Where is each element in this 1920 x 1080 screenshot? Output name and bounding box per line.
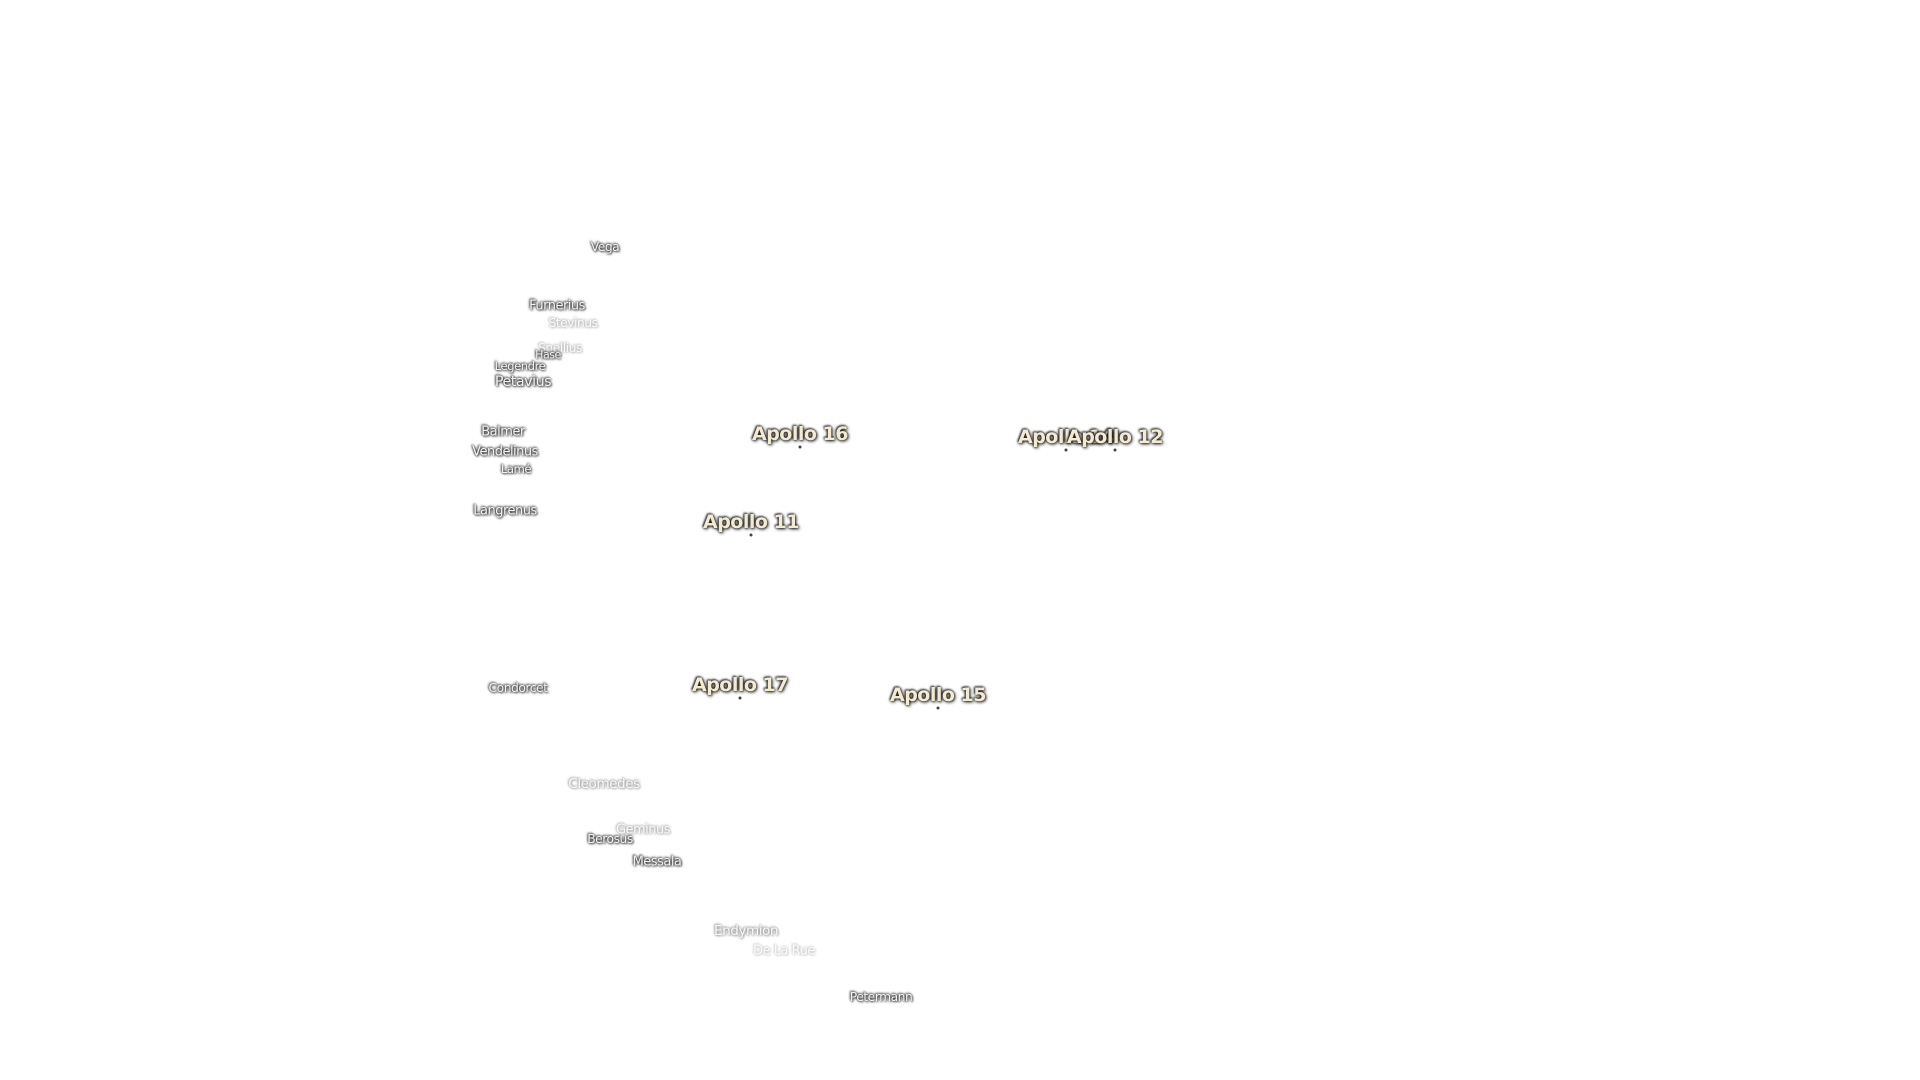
crater-label: Langrenus	[473, 503, 537, 519]
crater-label: Hase	[535, 348, 561, 362]
landing-site-marker	[798, 445, 802, 449]
landing-site-marker	[738, 696, 742, 700]
landing-site-label: Apollo 11	[703, 511, 800, 533]
crater-label: Legendre	[494, 359, 546, 373]
crater-label: Furnerius	[529, 298, 585, 314]
landing-site-label: Apollo 15	[890, 684, 987, 706]
crater-label: De La Rue	[753, 943, 815, 959]
crater-label: Condorcet	[488, 681, 548, 695]
crater-label: Petavius	[494, 374, 552, 390]
landing-site-label: Apollo 17	[692, 674, 789, 696]
landing-site-label: Apollo 12	[1067, 426, 1164, 448]
landing-site-marker	[1064, 448, 1068, 452]
landing-site-marker	[1113, 448, 1117, 452]
landing-site-label: Apollo 16	[752, 423, 849, 445]
crater-label: Petermann	[849, 990, 913, 1004]
crater-label: Lamé	[500, 462, 532, 476]
crater-label: Snellius	[538, 341, 582, 355]
crater-label: Vega	[590, 240, 620, 254]
landing-site-marker	[749, 533, 753, 537]
crater-label: Geminus	[615, 822, 671, 838]
crater-label: Cleomedes	[568, 776, 640, 792]
crater-label: Endymion	[713, 923, 779, 939]
crater-label: Berosus	[587, 832, 633, 846]
landing-site-marker	[936, 706, 940, 710]
crater-label: Vendelinus	[472, 444, 538, 460]
landing-site-label: Apollo 14	[1018, 426, 1115, 448]
crater-label: Messala	[632, 854, 682, 870]
crater-label: Balmer	[481, 424, 525, 440]
crater-label: Stevinus	[548, 316, 598, 330]
